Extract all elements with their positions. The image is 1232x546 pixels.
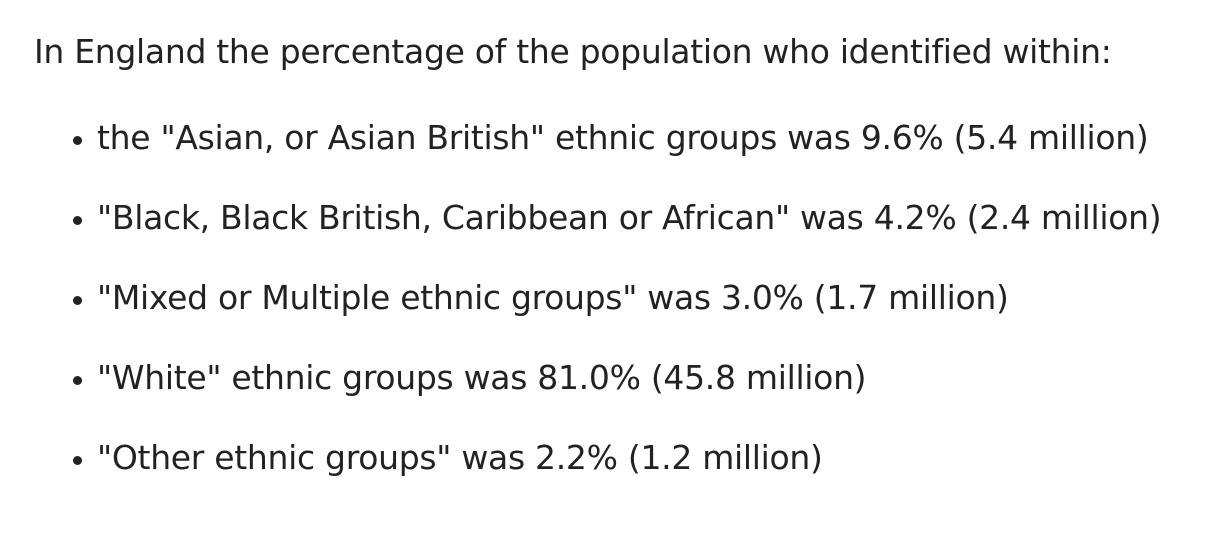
list-item: the "Asian, or Asian British" ethnic gro… — [97, 118, 1198, 158]
list-item: "Mixed or Multiple ethnic groups" was 3.… — [97, 278, 1198, 318]
intro: In England the percentage of the populat… — [34, 32, 1112, 71]
list-item: "White" ethnic groups was 81.0% (45.8 mi… — [97, 358, 1198, 398]
list-item: "Black, Black British, Caribbean or Afri… — [97, 198, 1198, 238]
list-item: "Other ethnic groups" was 2.2% (1.2 mill… — [97, 438, 1198, 478]
bullet-list: the "Asian, or Asian British" ethnic gro… — [34, 118, 1198, 478]
